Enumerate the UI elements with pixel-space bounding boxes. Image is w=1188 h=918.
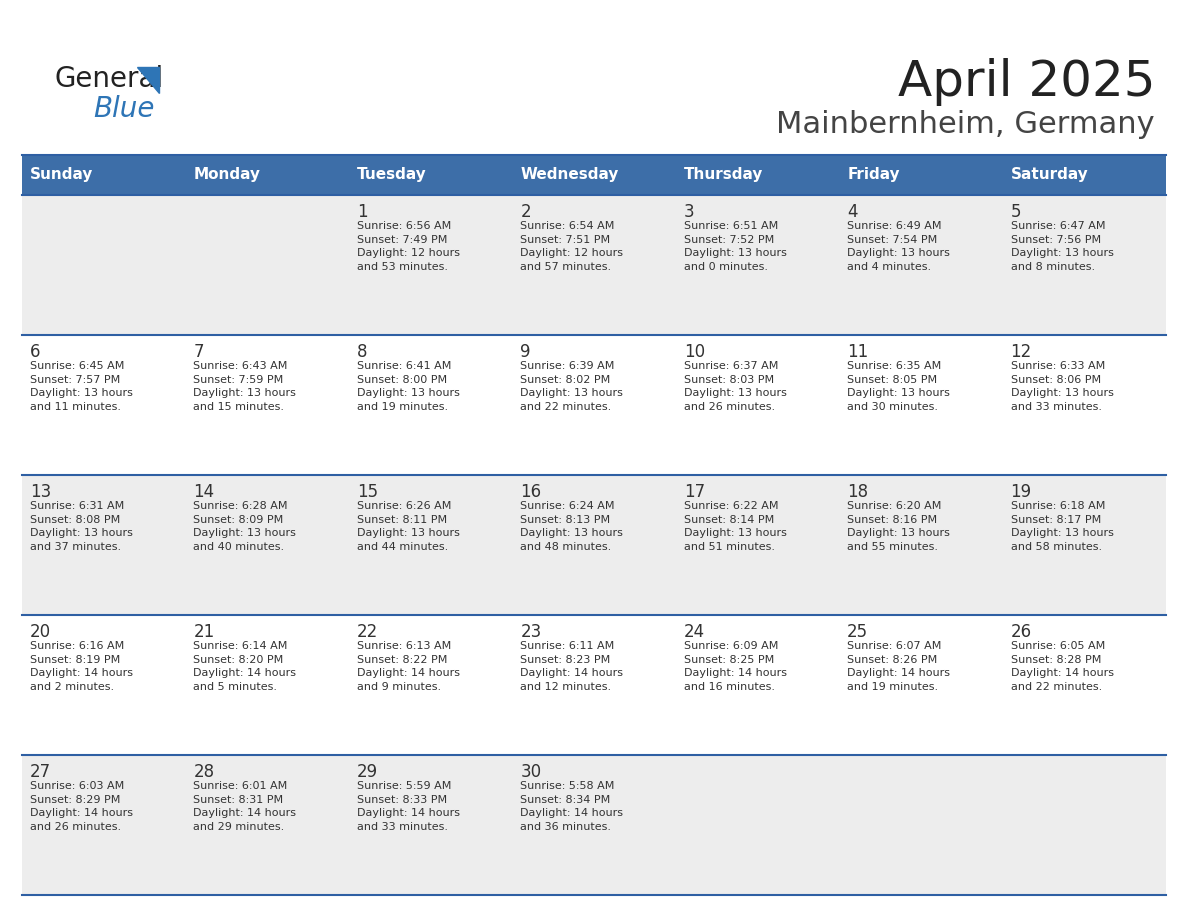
Text: Sunrise: 6:07 AM
Sunset: 8:26 PM
Daylight: 14 hours
and 19 minutes.: Sunrise: 6:07 AM Sunset: 8:26 PM Dayligh… xyxy=(847,641,950,692)
Text: 30: 30 xyxy=(520,763,542,781)
Text: Sunrise: 6:24 AM
Sunset: 8:13 PM
Daylight: 13 hours
and 48 minutes.: Sunrise: 6:24 AM Sunset: 8:13 PM Dayligh… xyxy=(520,501,624,552)
Text: 2: 2 xyxy=(520,203,531,221)
Text: 8: 8 xyxy=(356,343,367,361)
Text: Tuesday: Tuesday xyxy=(356,167,426,183)
Text: 1: 1 xyxy=(356,203,367,221)
Text: Friday: Friday xyxy=(847,167,899,183)
Text: 28: 28 xyxy=(194,763,215,781)
Text: Sunrise: 6:20 AM
Sunset: 8:16 PM
Daylight: 13 hours
and 55 minutes.: Sunrise: 6:20 AM Sunset: 8:16 PM Dayligh… xyxy=(847,501,950,552)
Text: 9: 9 xyxy=(520,343,531,361)
Text: Sunrise: 6:18 AM
Sunset: 8:17 PM
Daylight: 13 hours
and 58 minutes.: Sunrise: 6:18 AM Sunset: 8:17 PM Dayligh… xyxy=(1011,501,1113,552)
Text: Sunrise: 6:39 AM
Sunset: 8:02 PM
Daylight: 13 hours
and 22 minutes.: Sunrise: 6:39 AM Sunset: 8:02 PM Dayligh… xyxy=(520,361,624,412)
Bar xyxy=(185,155,349,195)
Text: 27: 27 xyxy=(30,763,51,781)
Bar xyxy=(839,155,1003,195)
Text: Sunrise: 6:09 AM
Sunset: 8:25 PM
Daylight: 14 hours
and 16 minutes.: Sunrise: 6:09 AM Sunset: 8:25 PM Dayligh… xyxy=(684,641,786,692)
Bar xyxy=(512,155,676,195)
Text: Thursday: Thursday xyxy=(684,167,763,183)
Text: Sunrise: 6:56 AM
Sunset: 7:49 PM
Daylight: 12 hours
and 53 minutes.: Sunrise: 6:56 AM Sunset: 7:49 PM Dayligh… xyxy=(356,221,460,272)
Text: 14: 14 xyxy=(194,483,215,501)
Text: Sunrise: 6:28 AM
Sunset: 8:09 PM
Daylight: 13 hours
and 40 minutes.: Sunrise: 6:28 AM Sunset: 8:09 PM Dayligh… xyxy=(194,501,296,552)
Text: 26: 26 xyxy=(1011,623,1031,641)
Text: Sunrise: 6:05 AM
Sunset: 8:28 PM
Daylight: 14 hours
and 22 minutes.: Sunrise: 6:05 AM Sunset: 8:28 PM Dayligh… xyxy=(1011,641,1113,692)
Text: April 2025: April 2025 xyxy=(897,58,1155,106)
Text: Wednesday: Wednesday xyxy=(520,167,619,183)
Text: Sunrise: 5:58 AM
Sunset: 8:34 PM
Daylight: 14 hours
and 36 minutes.: Sunrise: 5:58 AM Sunset: 8:34 PM Dayligh… xyxy=(520,781,624,832)
Text: 29: 29 xyxy=(356,763,378,781)
Text: Sunrise: 6:37 AM
Sunset: 8:03 PM
Daylight: 13 hours
and 26 minutes.: Sunrise: 6:37 AM Sunset: 8:03 PM Dayligh… xyxy=(684,361,786,412)
Text: Sunrise: 5:59 AM
Sunset: 8:33 PM
Daylight: 14 hours
and 33 minutes.: Sunrise: 5:59 AM Sunset: 8:33 PM Dayligh… xyxy=(356,781,460,832)
Text: Sunrise: 6:01 AM
Sunset: 8:31 PM
Daylight: 14 hours
and 29 minutes.: Sunrise: 6:01 AM Sunset: 8:31 PM Dayligh… xyxy=(194,781,297,832)
Text: Sunrise: 6:03 AM
Sunset: 8:29 PM
Daylight: 14 hours
and 26 minutes.: Sunrise: 6:03 AM Sunset: 8:29 PM Dayligh… xyxy=(30,781,133,832)
Text: 12: 12 xyxy=(1011,343,1032,361)
Text: Sunrise: 6:13 AM
Sunset: 8:22 PM
Daylight: 14 hours
and 9 minutes.: Sunrise: 6:13 AM Sunset: 8:22 PM Dayligh… xyxy=(356,641,460,692)
Bar xyxy=(23,755,1165,895)
Text: Blue: Blue xyxy=(93,95,154,123)
Text: 20: 20 xyxy=(30,623,51,641)
Text: Saturday: Saturday xyxy=(1011,167,1088,183)
Text: Sunrise: 6:33 AM
Sunset: 8:06 PM
Daylight: 13 hours
and 33 minutes.: Sunrise: 6:33 AM Sunset: 8:06 PM Dayligh… xyxy=(1011,361,1113,412)
Text: 18: 18 xyxy=(847,483,868,501)
Text: Sunrise: 6:31 AM
Sunset: 8:08 PM
Daylight: 13 hours
and 37 minutes.: Sunrise: 6:31 AM Sunset: 8:08 PM Dayligh… xyxy=(30,501,133,552)
Text: Sunrise: 6:35 AM
Sunset: 8:05 PM
Daylight: 13 hours
and 30 minutes.: Sunrise: 6:35 AM Sunset: 8:05 PM Dayligh… xyxy=(847,361,950,412)
Text: Sunrise: 6:14 AM
Sunset: 8:20 PM
Daylight: 14 hours
and 5 minutes.: Sunrise: 6:14 AM Sunset: 8:20 PM Dayligh… xyxy=(194,641,297,692)
Text: 3: 3 xyxy=(684,203,694,221)
Bar xyxy=(349,155,512,195)
Text: 22: 22 xyxy=(356,623,378,641)
Text: Sunrise: 6:45 AM
Sunset: 7:57 PM
Daylight: 13 hours
and 11 minutes.: Sunrise: 6:45 AM Sunset: 7:57 PM Dayligh… xyxy=(30,361,133,412)
Text: Sunrise: 6:47 AM
Sunset: 7:56 PM
Daylight: 13 hours
and 8 minutes.: Sunrise: 6:47 AM Sunset: 7:56 PM Dayligh… xyxy=(1011,221,1113,272)
Text: 10: 10 xyxy=(684,343,704,361)
Text: Sunrise: 6:16 AM
Sunset: 8:19 PM
Daylight: 14 hours
and 2 minutes.: Sunrise: 6:16 AM Sunset: 8:19 PM Dayligh… xyxy=(30,641,133,692)
Text: Mainbernheim, Germany: Mainbernheim, Germany xyxy=(777,110,1155,139)
Bar xyxy=(23,475,1165,615)
Text: 7: 7 xyxy=(194,343,204,361)
Text: 13: 13 xyxy=(30,483,51,501)
Text: Sunrise: 6:49 AM
Sunset: 7:54 PM
Daylight: 13 hours
and 4 minutes.: Sunrise: 6:49 AM Sunset: 7:54 PM Dayligh… xyxy=(847,221,950,272)
Text: 5: 5 xyxy=(1011,203,1020,221)
Bar xyxy=(23,155,185,195)
Text: 25: 25 xyxy=(847,623,868,641)
Text: 24: 24 xyxy=(684,623,704,641)
Text: Sunrise: 6:54 AM
Sunset: 7:51 PM
Daylight: 12 hours
and 57 minutes.: Sunrise: 6:54 AM Sunset: 7:51 PM Dayligh… xyxy=(520,221,624,272)
Text: Monday: Monday xyxy=(194,167,260,183)
Text: Sunrise: 6:26 AM
Sunset: 8:11 PM
Daylight: 13 hours
and 44 minutes.: Sunrise: 6:26 AM Sunset: 8:11 PM Dayligh… xyxy=(356,501,460,552)
Text: 11: 11 xyxy=(847,343,868,361)
Text: 15: 15 xyxy=(356,483,378,501)
Text: General: General xyxy=(55,65,164,93)
Text: Sunrise: 6:51 AM
Sunset: 7:52 PM
Daylight: 13 hours
and 0 minutes.: Sunrise: 6:51 AM Sunset: 7:52 PM Dayligh… xyxy=(684,221,786,272)
Text: 16: 16 xyxy=(520,483,542,501)
Text: Sunrise: 6:22 AM
Sunset: 8:14 PM
Daylight: 13 hours
and 51 minutes.: Sunrise: 6:22 AM Sunset: 8:14 PM Dayligh… xyxy=(684,501,786,552)
Bar xyxy=(23,335,1165,475)
Text: 23: 23 xyxy=(520,623,542,641)
Bar xyxy=(676,155,839,195)
Bar xyxy=(23,195,1165,335)
Text: 19: 19 xyxy=(1011,483,1031,501)
Bar xyxy=(23,615,1165,755)
Text: Sunrise: 6:11 AM
Sunset: 8:23 PM
Daylight: 14 hours
and 12 minutes.: Sunrise: 6:11 AM Sunset: 8:23 PM Dayligh… xyxy=(520,641,624,692)
Text: Sunday: Sunday xyxy=(30,167,94,183)
Text: 17: 17 xyxy=(684,483,704,501)
Bar xyxy=(1003,155,1165,195)
Text: 21: 21 xyxy=(194,623,215,641)
Text: Sunrise: 6:41 AM
Sunset: 8:00 PM
Daylight: 13 hours
and 19 minutes.: Sunrise: 6:41 AM Sunset: 8:00 PM Dayligh… xyxy=(356,361,460,412)
Text: Sunrise: 6:43 AM
Sunset: 7:59 PM
Daylight: 13 hours
and 15 minutes.: Sunrise: 6:43 AM Sunset: 7:59 PM Dayligh… xyxy=(194,361,296,412)
Polygon shape xyxy=(137,67,159,93)
Text: 6: 6 xyxy=(30,343,40,361)
Text: 4: 4 xyxy=(847,203,858,221)
